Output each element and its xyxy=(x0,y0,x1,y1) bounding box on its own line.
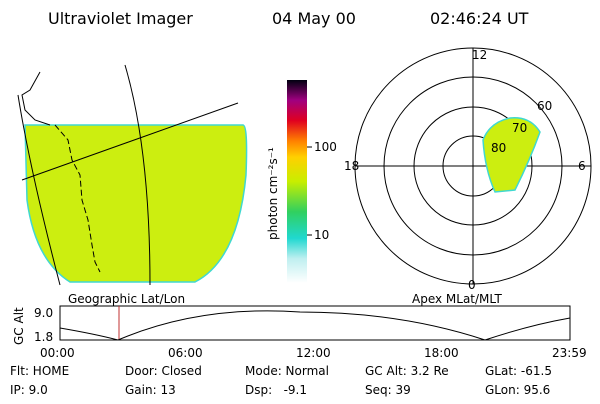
alt-x-label: 12:00 xyxy=(296,346,331,360)
colorbar-tick-label: 10 xyxy=(314,228,329,242)
lat-label: 70 xyxy=(512,121,527,135)
colorbar-tick-label: 100 xyxy=(314,140,337,154)
time: 02:46:24 UT xyxy=(430,9,529,28)
alt-x-label: 00:00 xyxy=(40,346,75,360)
colorbar xyxy=(287,80,307,283)
footer-field: GLat: -61.5 xyxy=(485,364,552,378)
colorbar-label: photon cm⁻²s⁻¹ xyxy=(266,147,280,240)
footer-field: GLon: 95.6 xyxy=(485,383,550,397)
alt-y-label: 1.8 xyxy=(34,330,53,344)
alt-x-label: 18:00 xyxy=(424,346,459,360)
mlt-label: 18 xyxy=(344,159,359,173)
alt-x-label: 23:59 xyxy=(552,346,587,360)
geographic-image xyxy=(17,64,248,286)
alt-frame xyxy=(59,305,571,341)
mlt-label: 6 xyxy=(578,159,586,173)
alt-curve xyxy=(59,310,571,341)
footer-field: GC Alt: 3.2 Re xyxy=(365,364,449,378)
alt-axis-label: GC Alt xyxy=(12,307,26,345)
footer-field: Mode: Normal xyxy=(245,364,329,378)
mlt-label: 12 xyxy=(472,48,487,62)
lat-label: 80 xyxy=(491,141,506,155)
right-caption: Apex MLat/MLT xyxy=(412,292,502,306)
instrument: Ultraviolet Imager xyxy=(48,9,193,28)
polar-grid xyxy=(354,47,592,285)
alt-y-label: 9.0 xyxy=(34,306,53,320)
aurora xyxy=(482,117,541,193)
footer-field: Dsp: -9.1 xyxy=(245,383,307,397)
footer-field: IP: 9.0 xyxy=(10,383,48,397)
footer-field: Seq: 39 xyxy=(365,383,411,397)
footer-field: Flt: HOME xyxy=(10,364,69,378)
footer-field: Gain: 13 xyxy=(125,383,176,397)
date: 04 May 00 xyxy=(272,9,356,28)
mlt-label: 0 xyxy=(468,278,476,292)
lat-label: 60 xyxy=(537,99,552,113)
left-caption: Geographic Lat/Lon xyxy=(68,292,185,306)
footer-field: Door: Closed xyxy=(125,364,202,378)
alt-x-label: 06:00 xyxy=(168,346,203,360)
